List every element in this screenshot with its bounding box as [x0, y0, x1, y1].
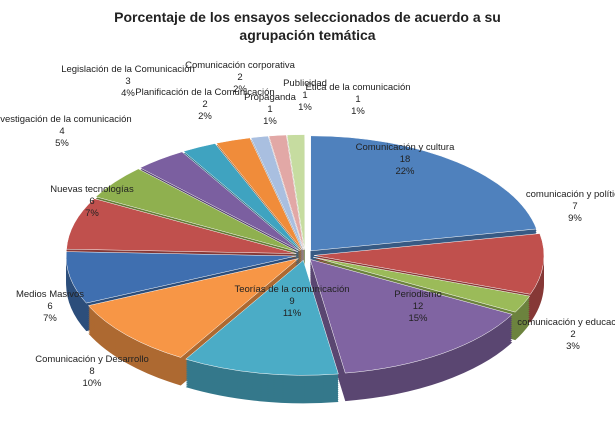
category-name: Legislación de la Comunicación [61, 64, 195, 75]
percent-label: 7% [43, 313, 57, 324]
count-label: 12 [413, 301, 424, 312]
pie-slice [139, 151, 300, 251]
pie-slice [268, 134, 305, 250]
pie-slice [215, 137, 303, 251]
category-name: Comunicación corporativa [185, 60, 296, 71]
percent-label: 11% [283, 308, 302, 319]
pie-slice [95, 168, 298, 252]
category-name: Nuevas tecnologías [50, 184, 134, 195]
count-label: 18 [400, 154, 411, 165]
slice-label: Legislación de la Comunicación 3 4% [61, 64, 195, 99]
pie-slice [309, 259, 513, 374]
percent-label: 5% [55, 138, 69, 149]
slice-label: Comunicación corporativa 2 2% [185, 60, 296, 95]
pie-slice [310, 135, 537, 252]
percent-label: 3% [566, 341, 580, 352]
category-name: comunicación y política [526, 189, 615, 200]
category-name: Publicidad [283, 78, 327, 89]
count-label: 6 [89, 196, 94, 207]
category-name: Propaganda [244, 92, 296, 103]
pie-slice [66, 198, 297, 254]
category-name: Comunicación y Desarrollo [35, 354, 149, 365]
count-label: 9 [289, 296, 294, 307]
chart-title: Porcentaje de los ensayos seleccionados … [114, 9, 501, 43]
percent-label: 2% [198, 111, 212, 122]
count-label: 3 [125, 76, 130, 87]
category-name: Periodismo [394, 289, 442, 300]
count-label: 6 [47, 301, 52, 312]
slice-label: Nuevas tecnologías 6 7% [50, 184, 134, 219]
pie-slice [313, 233, 545, 295]
category-name: Ética de la comunicación [305, 82, 410, 93]
slice-label: Medios Masivos 6 7% [16, 289, 84, 324]
pie-slice [87, 258, 299, 358]
percent-label: 1% [351, 106, 365, 117]
slice-label: Comunicación y cultura 18 22% [356, 142, 455, 177]
percent-label: 4% [121, 88, 135, 99]
percent-label: 7% [85, 208, 99, 219]
count-label: 1 [355, 94, 360, 105]
slice-label: Propaganda 1 1% [244, 92, 296, 127]
percent-label: 15% [408, 313, 428, 324]
slice-label: Teorías de la comunicación 9 11% [234, 284, 349, 319]
category-name: comunicación y educación [517, 317, 615, 328]
count-label: 4 [59, 126, 64, 137]
percent-label: 22% [395, 166, 415, 177]
percent-label: 2% [233, 84, 247, 95]
count-label: 7 [572, 201, 577, 212]
pie-slice [313, 256, 531, 313]
slice-side [250, 138, 304, 252]
percent-label: 9% [568, 213, 582, 224]
count-label: 2 [202, 99, 207, 110]
slice-label: comunicación y política 7 9% [526, 189, 615, 224]
count-label: 1 [267, 104, 272, 115]
pie-slice [250, 135, 304, 250]
slice-label: Planificación de la Comunicación 2 2% [135, 87, 274, 122]
category-name: Investigación de la comunicación [0, 114, 132, 125]
slice-label: Periodismo 12 15% [394, 289, 442, 324]
pie-slice [182, 143, 302, 251]
slice-label: Comunicación y Desarrollo 8 10% [35, 354, 149, 389]
pie-slice [65, 251, 297, 304]
slice-label: Ética de la comunicación 1 1% [305, 82, 410, 117]
count-label: 1 [302, 90, 307, 101]
pie-slice [286, 134, 305, 250]
percent-label: 1% [263, 116, 277, 127]
slice-label: comunicación y educación23% [517, 317, 615, 352]
percent-label: 10% [82, 378, 102, 389]
count-label: 2 [237, 72, 242, 83]
percent-label: 1% [298, 102, 312, 113]
slice-label: Publicidad 1 1% [283, 78, 327, 113]
category-name: Planificación de la Comunicación [135, 87, 274, 98]
category-name: Teorías de la comunicación [234, 284, 349, 295]
category-name: Medios Masivos [16, 289, 84, 300]
slice-label: Investigación de la comunicación 4 5% [0, 114, 132, 149]
count-label: 2 [570, 329, 575, 340]
pie-slice [185, 259, 339, 376]
count-label: 8 [89, 366, 94, 377]
category-name: Comunicación y cultura [356, 142, 455, 153]
